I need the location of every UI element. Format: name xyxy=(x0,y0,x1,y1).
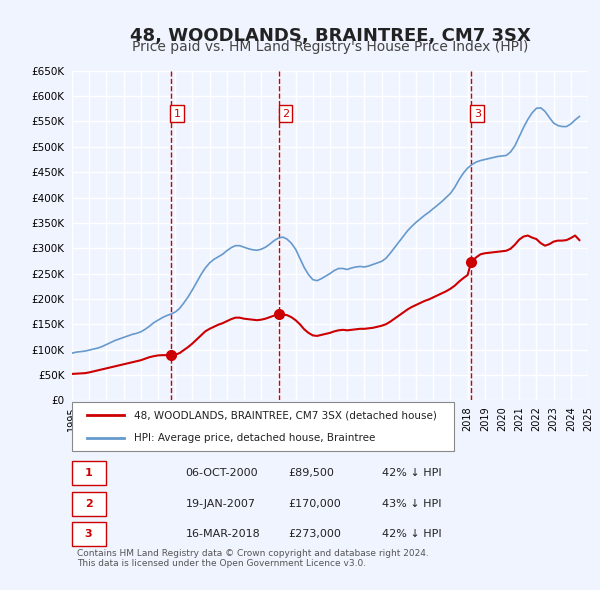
Text: £273,000: £273,000 xyxy=(289,529,341,539)
Text: 43% ↓ HPI: 43% ↓ HPI xyxy=(382,499,441,509)
Text: 48, WOODLANDS, BRAINTREE, CM7 3SX (detached house): 48, WOODLANDS, BRAINTREE, CM7 3SX (detac… xyxy=(134,410,437,420)
Text: 06-OCT-2000: 06-OCT-2000 xyxy=(185,468,258,478)
Text: Contains HM Land Registry data © Crown copyright and database right 2024.
This d: Contains HM Land Registry data © Crown c… xyxy=(77,549,429,568)
Text: 1: 1 xyxy=(174,109,181,119)
Text: Price paid vs. HM Land Registry's House Price Index (HPI): Price paid vs. HM Land Registry's House … xyxy=(132,40,528,54)
Text: £170,000: £170,000 xyxy=(289,499,341,509)
Text: 42% ↓ HPI: 42% ↓ HPI xyxy=(382,529,441,539)
Text: 42% ↓ HPI: 42% ↓ HPI xyxy=(382,468,441,478)
Text: 19-JAN-2007: 19-JAN-2007 xyxy=(185,499,256,509)
FancyBboxPatch shape xyxy=(72,522,106,546)
Text: £89,500: £89,500 xyxy=(289,468,335,478)
FancyBboxPatch shape xyxy=(72,461,106,486)
Text: 1: 1 xyxy=(85,468,92,478)
Text: 3: 3 xyxy=(474,109,481,119)
Text: 16-MAR-2018: 16-MAR-2018 xyxy=(185,529,260,539)
FancyBboxPatch shape xyxy=(72,491,106,516)
Text: 2: 2 xyxy=(85,499,92,509)
Text: 48, WOODLANDS, BRAINTREE, CM7 3SX: 48, WOODLANDS, BRAINTREE, CM7 3SX xyxy=(130,27,530,45)
FancyBboxPatch shape xyxy=(72,402,454,451)
Text: 2: 2 xyxy=(282,109,289,119)
Text: HPI: Average price, detached house, Braintree: HPI: Average price, detached house, Brai… xyxy=(134,433,375,443)
Text: 3: 3 xyxy=(85,529,92,539)
